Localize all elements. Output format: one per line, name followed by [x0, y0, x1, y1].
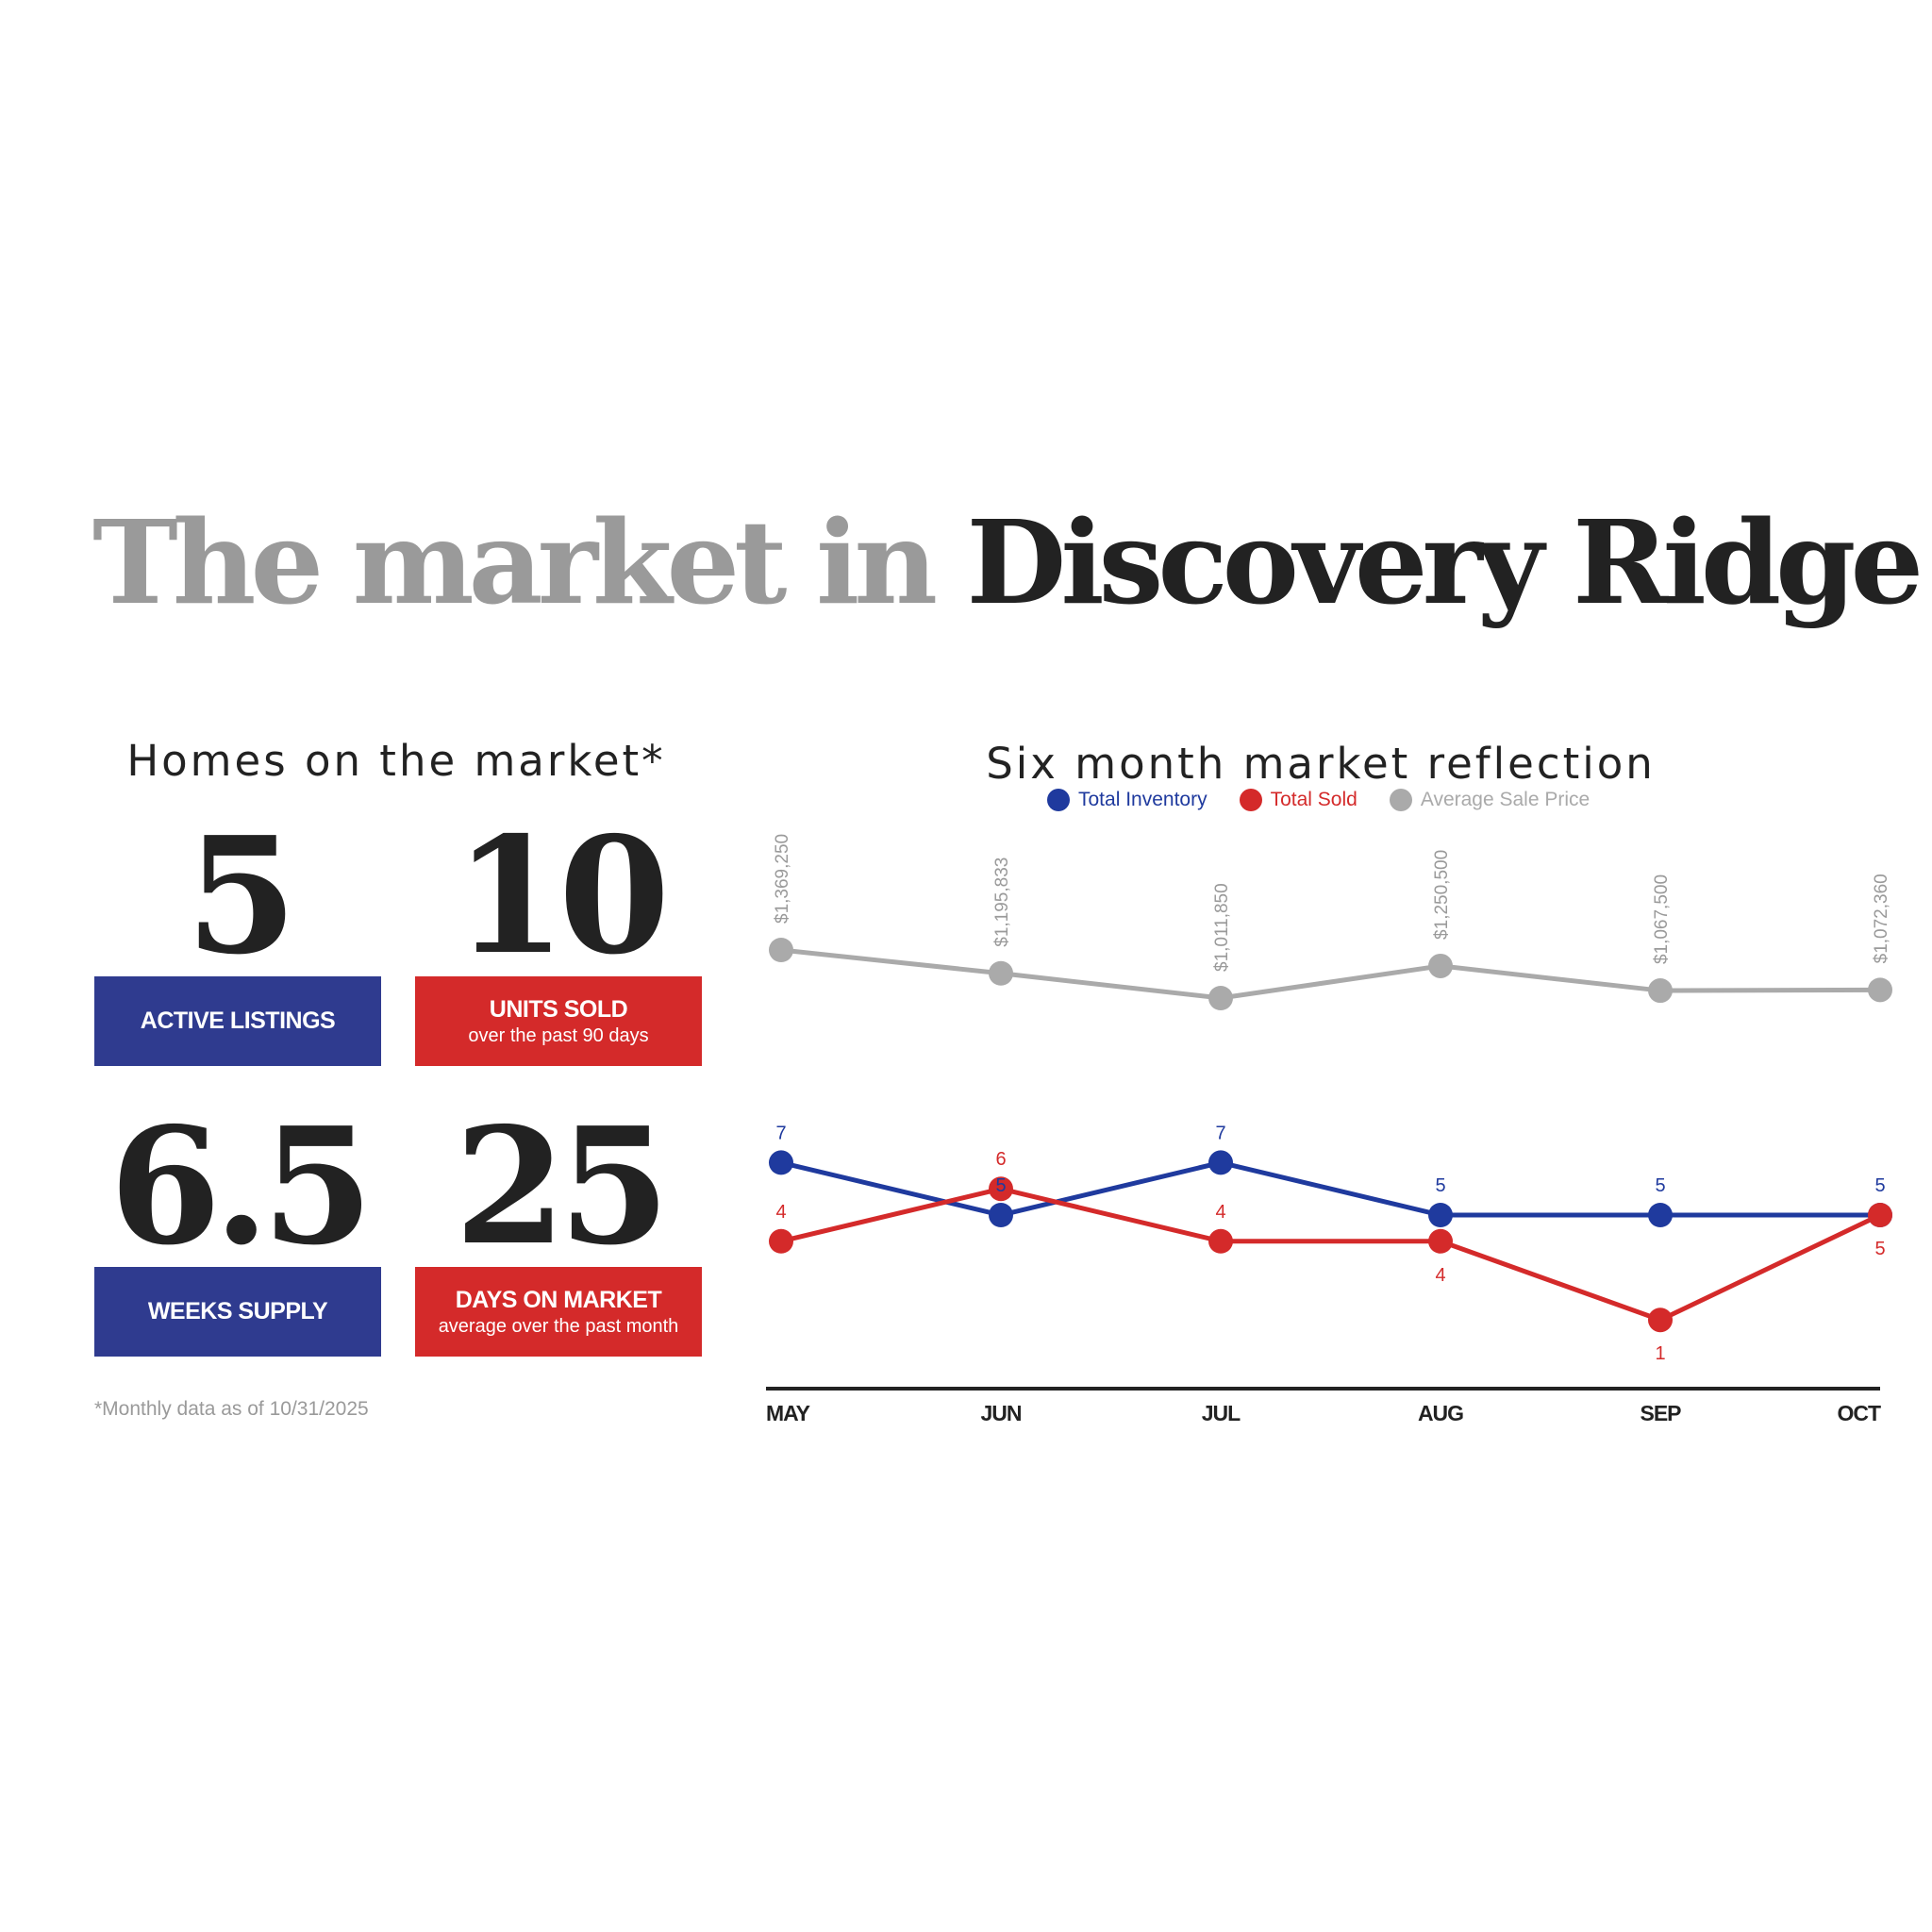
- data-label-total-inventory: 7: [775, 1123, 786, 1143]
- point-average-sale-price: [989, 960, 1013, 986]
- stat-sublabel: average over the past month: [438, 1315, 679, 1337]
- series-line-average-sale-price: [780, 947, 1881, 1001]
- data-label-total-sold: 4: [1215, 1202, 1225, 1223]
- legend-dot-icon: [1047, 789, 1070, 811]
- legend-dot-icon: [1239, 789, 1262, 811]
- stat-label: WEEKS SUPPLY: [147, 1298, 328, 1324]
- stat-weeks-supply: 6.5 WEEKS SUPPLY: [94, 1092, 381, 1357]
- data-label-total-inventory: 5: [1655, 1175, 1665, 1196]
- stat-units-sold: 10 UNITS SOLD over the past 90 days: [415, 802, 702, 1066]
- x-tick-label: JUL: [1202, 1401, 1241, 1425]
- data-label-average-sale-price: $1,250,500: [1432, 850, 1452, 940]
- stat-sublabel: over the past 90 days: [468, 1024, 649, 1046]
- point-total-sold: [1208, 1228, 1233, 1254]
- legend-item-inventory: Total Inventory: [1047, 789, 1208, 811]
- legend-label: Total Sold: [1270, 789, 1357, 810]
- legend-label: Average Sale Price: [1420, 789, 1591, 810]
- stat-label: UNITS SOLD: [489, 995, 628, 1023]
- stat-days-on-market: 25 DAYS ON MARKET average over the past …: [415, 1092, 702, 1357]
- point-total-sold: [769, 1228, 793, 1254]
- stat-value: 10: [454, 802, 671, 991]
- data-label-total-sold: 1: [1655, 1343, 1665, 1364]
- stat-label: DAYS ON MARKET: [455, 1286, 662, 1313]
- point-total-inventory: [769, 1150, 793, 1175]
- data-label-average-sale-price: $1,072,360: [1872, 874, 1891, 963]
- data-label-total-sold: 4: [775, 1202, 786, 1223]
- data-label-total-sold: 6: [995, 1149, 1006, 1170]
- point-total-sold: [1648, 1307, 1673, 1333]
- legend-item-sold: Total Sold: [1239, 789, 1357, 811]
- stat-label-box: WEEKS SUPPLY: [94, 1267, 381, 1357]
- stat-label-box: ACTIVE LISTINGS: [94, 976, 381, 1066]
- series-line-total-sold: [780, 1186, 1882, 1323]
- point-average-sale-price: [1208, 986, 1233, 1010]
- stat-active-listings: 5 ACTIVE LISTINGS: [94, 802, 381, 1066]
- title-part-1: The market in: [92, 494, 938, 630]
- legend-item-avg-price: Average Sale Price: [1389, 789, 1591, 811]
- stat-label-box: UNITS SOLD over the past 90 days: [415, 976, 702, 1066]
- stat-value: 25: [454, 1092, 671, 1281]
- point-total-sold: [1428, 1228, 1453, 1254]
- point-average-sale-price: [769, 938, 793, 962]
- point-total-inventory: [1428, 1203, 1453, 1227]
- footnote: *Monthly data as of 10/31/2025: [94, 1398, 369, 1420]
- data-label-average-sale-price: $1,195,833: [992, 858, 1012, 947]
- point-average-sale-price: [1648, 978, 1673, 1004]
- point-total-inventory: [989, 1203, 1013, 1227]
- point-average-sale-price: [1428, 953, 1453, 978]
- stat-label: ACTIVE LISTINGS: [140, 1008, 336, 1034]
- legend-label: Total Inventory: [1078, 789, 1208, 810]
- title-part-2: Discovery Ridge: [966, 494, 1924, 630]
- page-title: The market in Discovery Ridge: [92, 505, 1924, 620]
- data-label-total-inventory: 5: [995, 1175, 1006, 1196]
- point-average-sale-price: [1868, 977, 1892, 1003]
- data-label-total-inventory: 7: [1215, 1123, 1225, 1143]
- homes-on-market-heading: Homes on the market*: [126, 736, 666, 786]
- chart-legend: Total Inventory Total Sold Average Sale …: [1047, 789, 1590, 811]
- data-label-average-sale-price: $1,369,250: [773, 834, 792, 924]
- x-tick-label: SEP: [1640, 1401, 1681, 1425]
- data-label-average-sale-price: $1,067,500: [1652, 874, 1672, 964]
- point-total-inventory: [1648, 1203, 1673, 1227]
- point-total-sold: [989, 1176, 1013, 1202]
- data-label-total-sold: 4: [1435, 1265, 1445, 1286]
- x-tick-label: AUG: [1418, 1401, 1463, 1425]
- stat-value: 5: [185, 802, 297, 991]
- data-label-total-inventory: 5: [1435, 1175, 1445, 1196]
- x-tick-label: MAY: [766, 1401, 810, 1425]
- stat-value: 6.5: [109, 1092, 374, 1281]
- legend-dot-icon: [1389, 789, 1412, 811]
- x-tick-label: OCT: [1837, 1401, 1881, 1425]
- stat-label-box: DAYS ON MARKET average over the past mon…: [415, 1267, 702, 1357]
- chart-title: Six month market reflection: [986, 739, 1656, 789]
- x-tick-label: JUN: [980, 1401, 1021, 1425]
- data-label-total-sold: 5: [1874, 1239, 1885, 1259]
- point-total-sold: [1868, 1203, 1892, 1227]
- series-line-total-inventory: [780, 1159, 1880, 1218]
- data-label-total-inventory: 5: [1874, 1175, 1885, 1196]
- data-label-average-sale-price: $1,011,850: [1212, 883, 1232, 972]
- point-total-inventory: [1208, 1150, 1233, 1175]
